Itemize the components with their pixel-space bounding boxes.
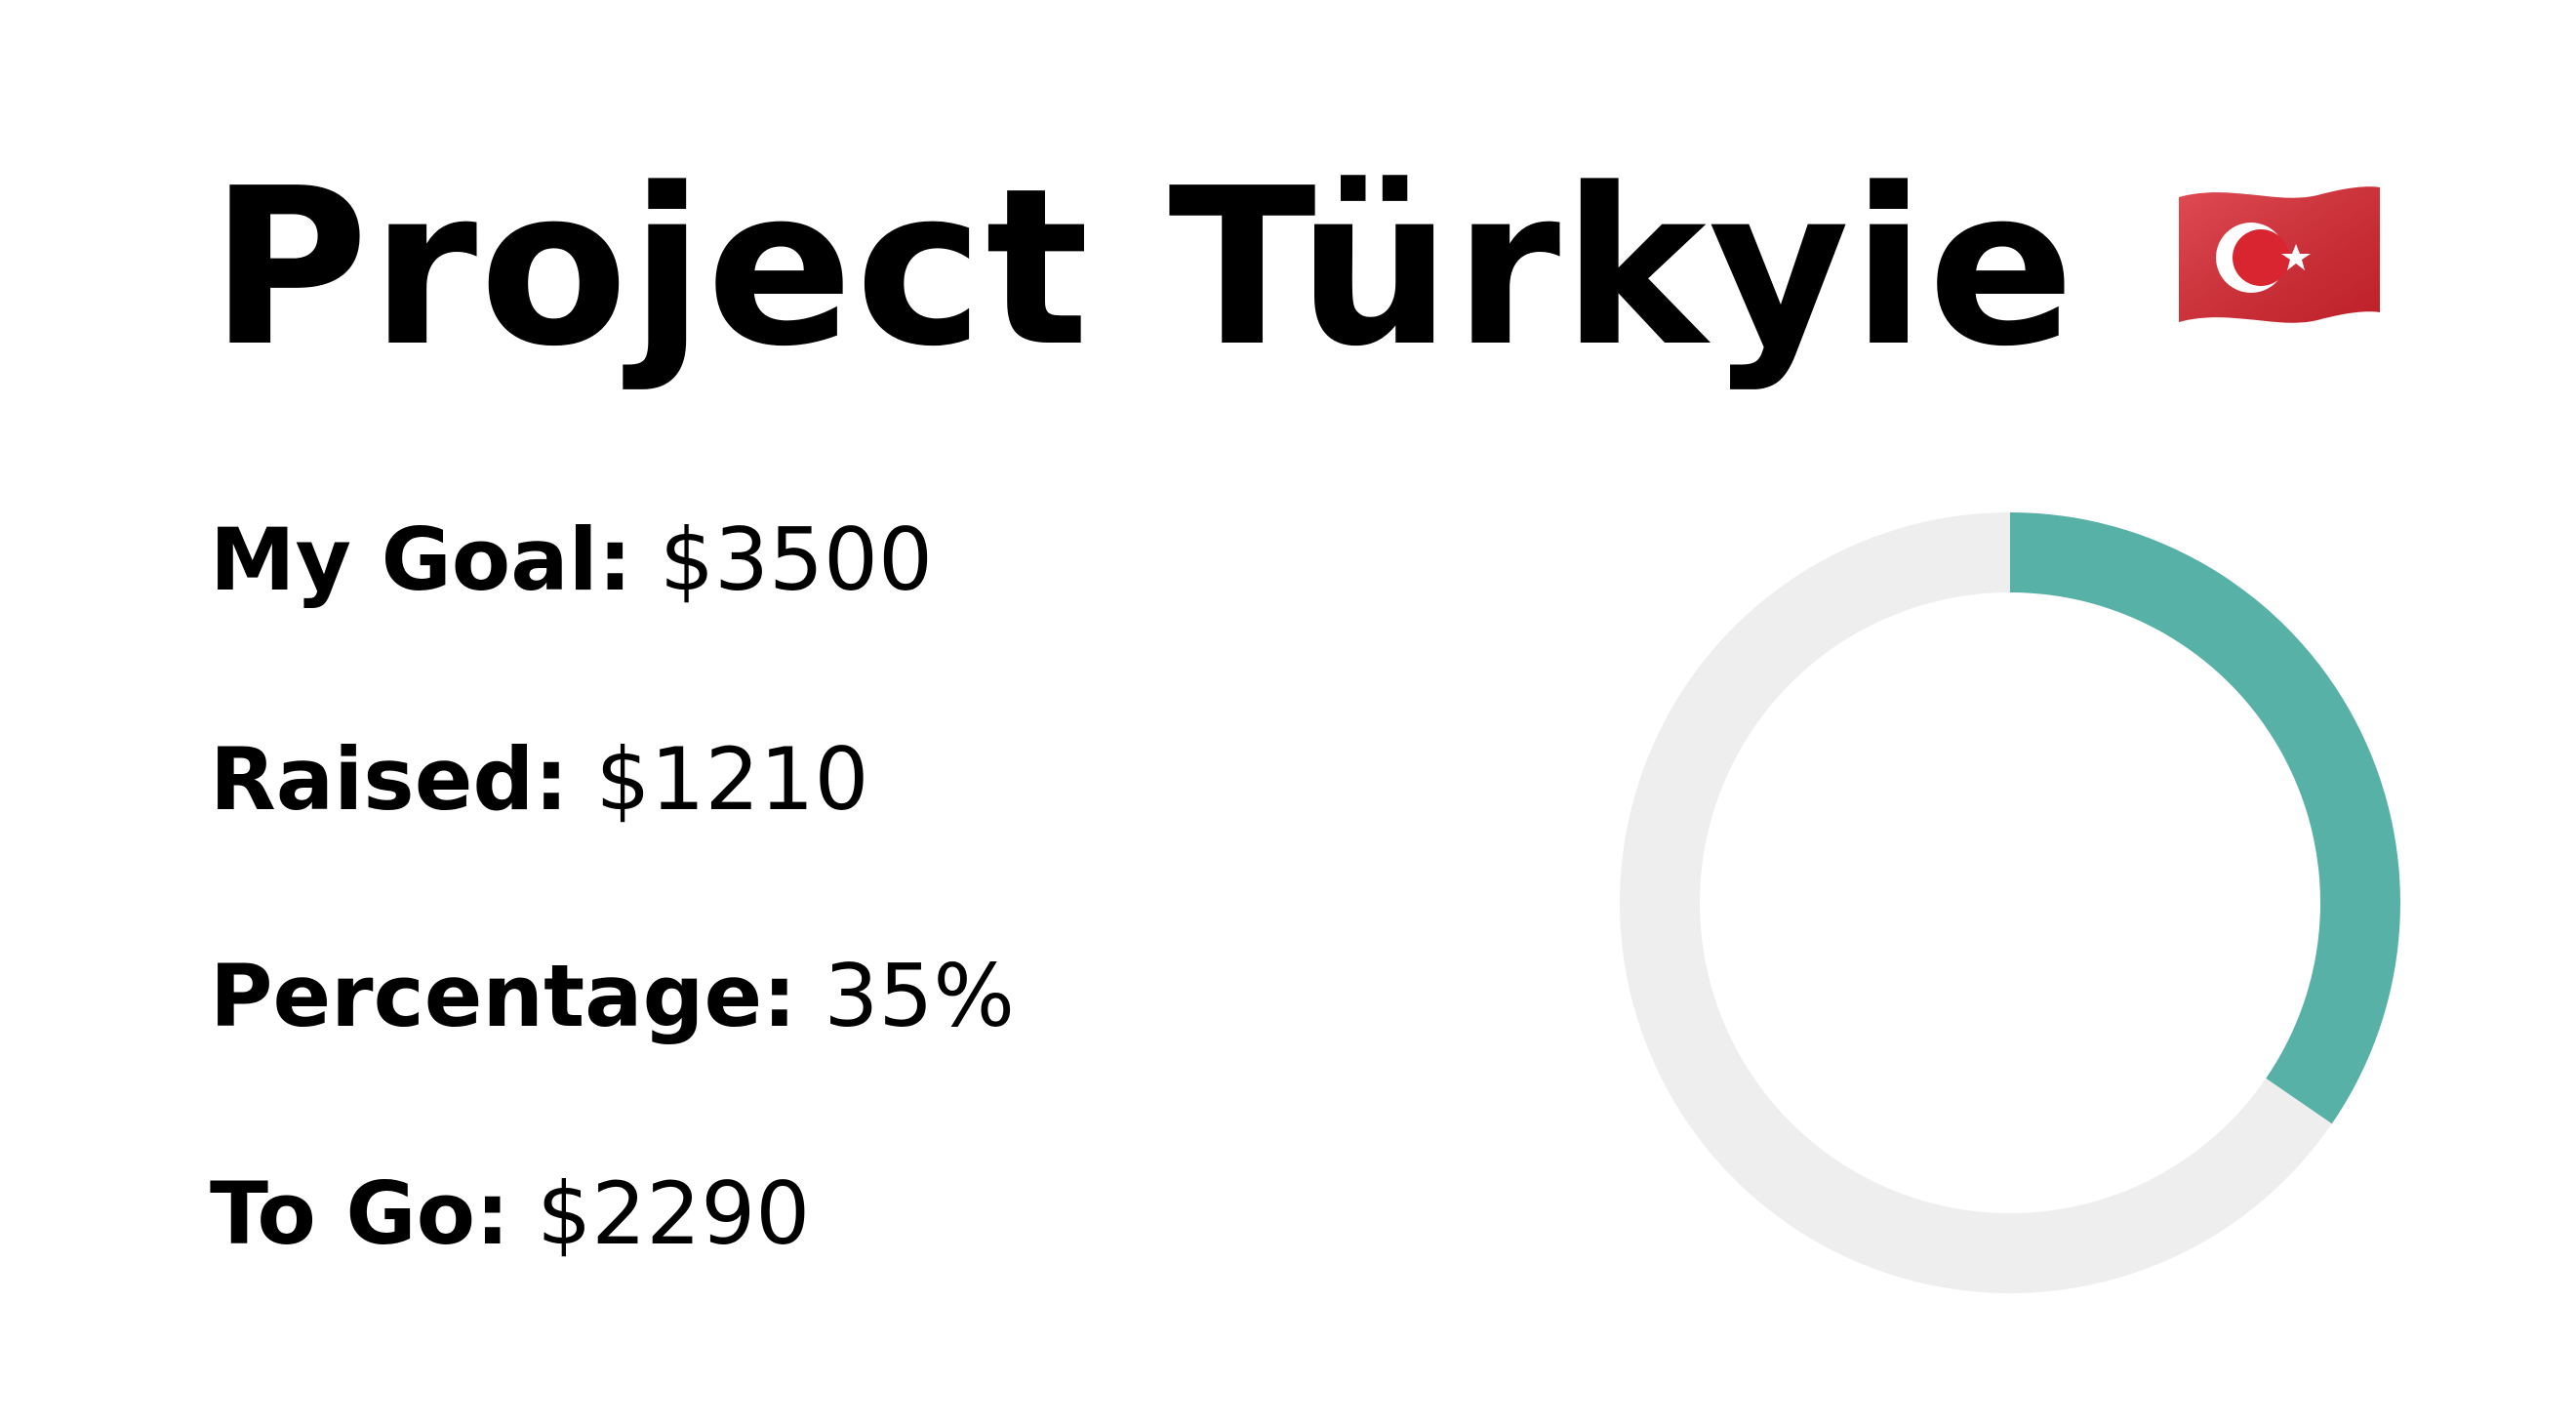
stat-to-go-label: To Go: <box>210 1163 510 1264</box>
flag-star <box>2281 244 2311 270</box>
stat-raised-value: $1210 <box>595 729 869 830</box>
donut-svg <box>1619 512 2400 1293</box>
stat-raised-label: Raised: <box>210 729 569 830</box>
donut-slice-raised <box>2010 512 2400 1124</box>
stat-percentage: Percentage: 35% <box>210 954 1015 1039</box>
stat-goal-value: $3500 <box>659 509 933 610</box>
stat-percentage-label: Percentage: <box>210 946 797 1046</box>
stat-to-go: To Go: $2290 <box>210 1171 810 1257</box>
turkey-flag-icon <box>2171 176 2388 342</box>
stat-goal-label: My Goal: <box>210 509 632 610</box>
crescent-inner <box>2233 229 2289 286</box>
page-title: Project Türkyie <box>210 142 2077 394</box>
progress-donut-chart <box>1615 508 2405 1298</box>
stat-goal: My Goal: $3500 <box>210 517 933 603</box>
stat-percentage-value: 35% <box>824 946 1015 1046</box>
turkey-flag-graphic <box>2179 186 2380 323</box>
title-row: Project Türkyie <box>210 127 2076 410</box>
stat-raised: Raised: $1210 <box>210 737 869 823</box>
stat-to-go-value: $2290 <box>537 1163 811 1264</box>
